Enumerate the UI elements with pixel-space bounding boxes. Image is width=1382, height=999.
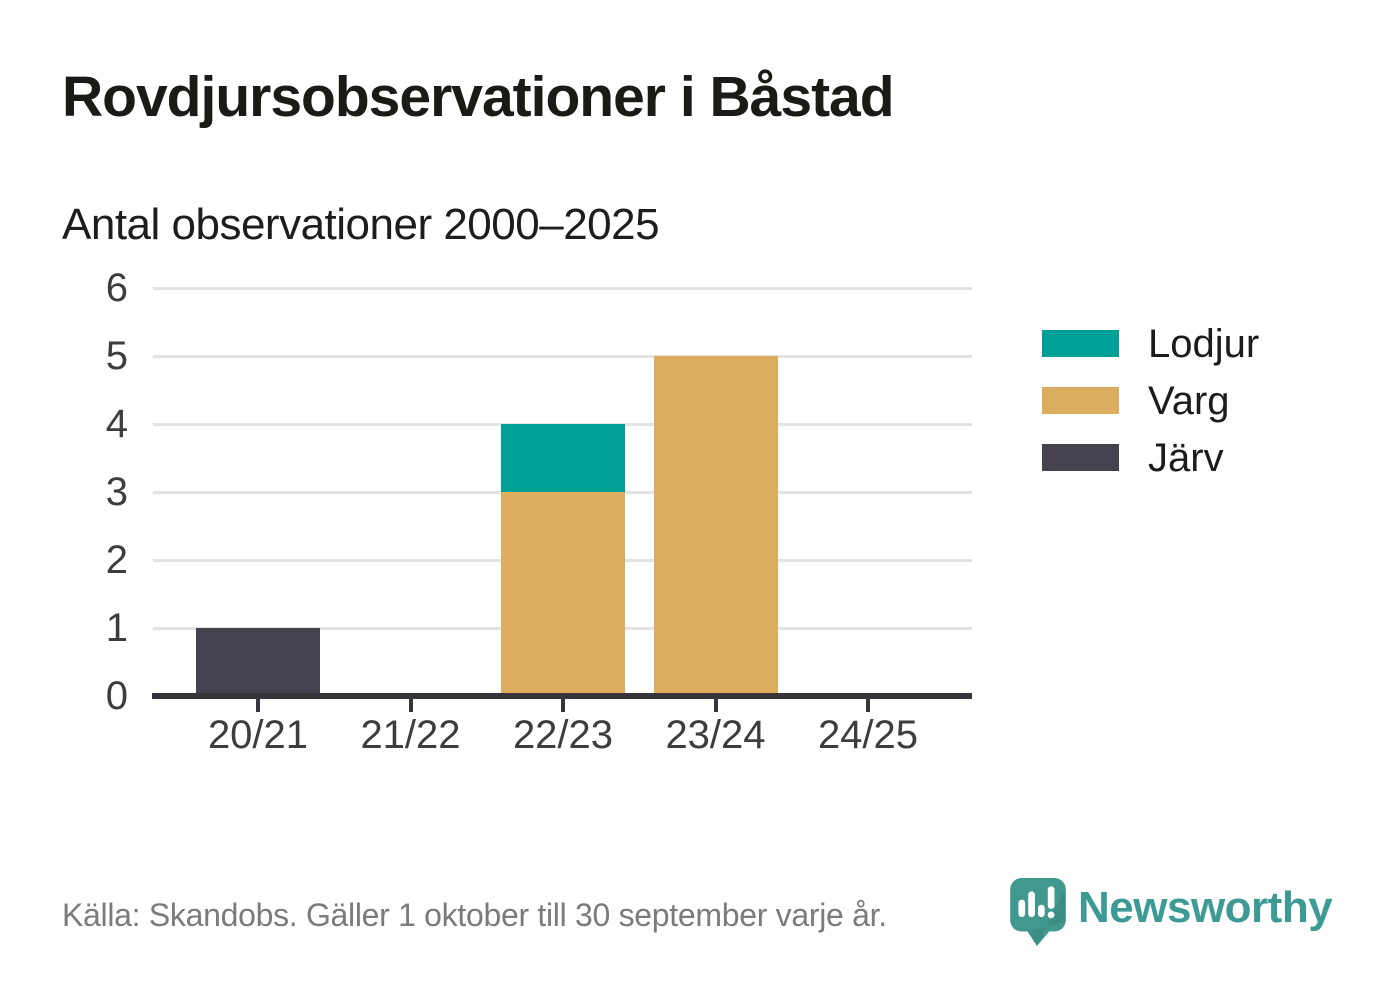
source-note: Källa: Skandobs. Gäller 1 oktober till 3… [62,897,887,933]
y-axis-tick-label: 3 [105,470,128,514]
y-axis-tick-label: 5 [105,334,128,378]
legend-swatch-lodjur [1042,330,1119,357]
y-axis-tick-label: 1 [105,606,128,650]
newsworthy-logo: Newsworthy [1010,876,1333,956]
x-axis-tick [256,699,260,712]
x-axis-tick [713,699,718,712]
y-axis-tick-label: 2 [105,538,128,582]
y-axis-tick-label: 4 [105,402,128,446]
x-axis-tick-label: 20/21 [207,713,309,757]
x-axis-tick [866,699,870,712]
y-axis-tick-label: 0 [105,674,128,718]
legend-label-lodjur: Lodjur [1148,322,1260,366]
y-gridline [153,286,972,290]
x-axis-tick-label: 23/24 [665,713,766,757]
page-title: Rovdjursobservationer i Båstad [62,65,895,129]
legend-label-varg: Varg [1148,379,1230,423]
speech-bubble-bar-chart-icon [1010,878,1066,953]
x-axis-tick-label: 21/22 [360,713,461,757]
x-axis-tick-label: 24/25 [817,713,919,757]
bar-segment-varg-23-24 [653,356,778,693]
x-axis-tick [561,699,565,712]
bar-segment-varg-22-23 [501,492,625,693]
newsworthy-wordmark: Newsworthy [1078,883,1333,932]
legend-swatch-varg [1042,387,1119,414]
legend-label-järv: Järv [1148,436,1224,480]
x-axis-line [152,693,972,699]
bar-segment-lodjur-22-23 [501,424,625,492]
legend-swatch-järv [1042,444,1119,471]
y-axis-tick-label: 6 [105,266,128,310]
x-axis-tick [408,699,413,712]
bar-segment-järv-20-21 [196,628,320,693]
chart-subtitle: Antal observationer 2000–2025 [62,200,660,249]
x-axis-tick-label: 22/23 [512,713,614,757]
y-gridline [153,354,972,358]
